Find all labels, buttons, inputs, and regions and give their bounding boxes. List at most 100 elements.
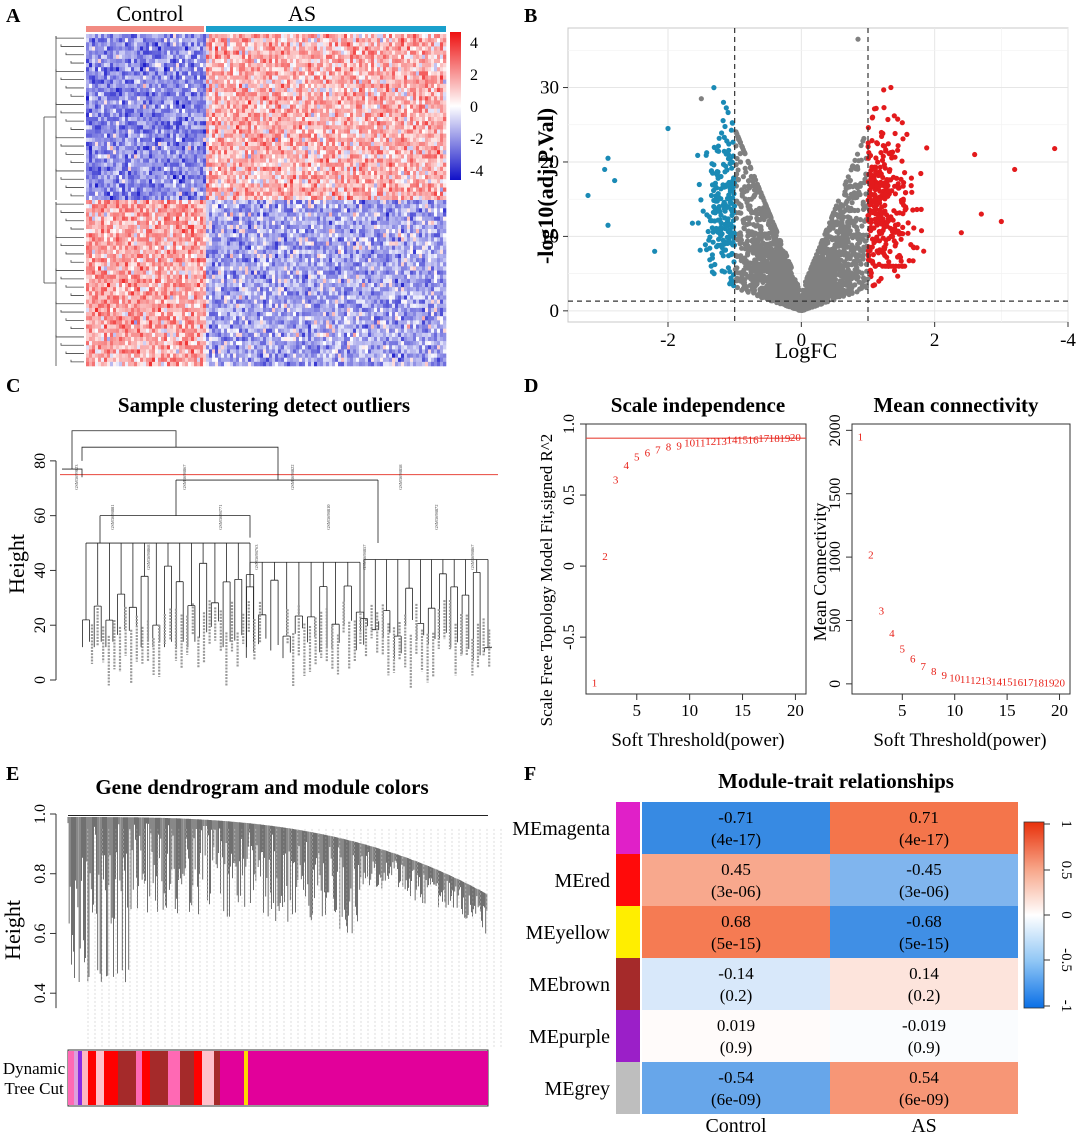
heatmap-cell xyxy=(386,100,390,105)
heatmap-cell xyxy=(149,141,153,147)
heatmap-cell xyxy=(287,183,291,188)
heatmap-cell xyxy=(113,34,117,39)
heatmap-cell xyxy=(191,187,195,192)
heatmap-cell xyxy=(281,121,285,126)
heatmap-cell xyxy=(104,71,108,76)
heatmap-cell xyxy=(221,34,225,39)
heatmap-cell xyxy=(281,191,285,197)
heatmap-cell xyxy=(134,125,138,130)
heatmap-cell xyxy=(203,75,207,80)
heatmap-cell xyxy=(236,46,240,51)
heatmap-cell xyxy=(323,158,327,163)
heatmap-cell xyxy=(329,63,333,68)
heatmap-cell xyxy=(140,154,144,159)
heatmap-cell xyxy=(164,179,168,184)
heatmap-cell xyxy=(113,175,117,180)
heatmap-cell xyxy=(443,141,447,147)
heatmap-cell xyxy=(392,42,396,47)
heatmap-cell xyxy=(227,154,231,159)
heatmap-cell xyxy=(419,166,423,172)
heatmap-cell xyxy=(224,38,228,43)
heatmap-cell xyxy=(296,100,300,105)
heatmap-cell xyxy=(320,104,324,109)
heatmap-cell xyxy=(362,104,366,109)
heatmap-cell xyxy=(281,96,285,101)
heatmap-cell xyxy=(269,121,273,126)
heatmap-cell xyxy=(140,125,144,130)
heatmap-cell xyxy=(89,100,93,105)
heatmap-cell xyxy=(230,79,234,85)
heatmap-cell xyxy=(248,137,252,143)
heatmap-cell xyxy=(218,58,222,64)
heatmap-cell xyxy=(146,50,150,56)
heatmap-cell xyxy=(257,50,261,56)
heatmap-cell xyxy=(161,150,165,155)
heatmap-cell xyxy=(428,191,432,197)
heatmap-cell xyxy=(425,121,429,126)
heatmap-cell xyxy=(254,183,258,188)
heatmap-cell xyxy=(233,137,237,143)
heatmap-cell xyxy=(428,100,432,105)
heatmap-cell xyxy=(122,50,126,56)
heatmap-cell xyxy=(314,179,318,184)
heatmap-cell xyxy=(350,42,354,47)
heatmap-cell xyxy=(386,83,390,89)
heatmap-cell xyxy=(152,38,156,43)
heatmap-cell xyxy=(422,50,426,56)
heatmap-cell xyxy=(329,141,333,147)
heatmap-cell xyxy=(152,92,156,97)
heatmap-cell xyxy=(395,75,399,80)
heatmap-cell xyxy=(155,67,159,72)
heatmap-cell xyxy=(359,183,363,188)
heatmap-cell xyxy=(110,58,114,64)
heatmap-cell xyxy=(299,50,303,56)
heatmap-cell xyxy=(230,54,234,60)
heatmap-cell xyxy=(329,179,333,184)
heatmap-cell xyxy=(413,87,417,93)
heatmap-cell xyxy=(365,34,369,39)
heatmap-cell xyxy=(209,125,213,130)
heatmap-cell xyxy=(152,112,156,118)
heatmap-cell xyxy=(281,187,285,192)
heatmap-cell xyxy=(329,92,333,97)
heatmap-cell xyxy=(200,200,204,205)
heatmap-cell xyxy=(194,67,198,72)
heatmap-cell xyxy=(422,179,426,184)
heatmap-cell xyxy=(173,137,177,143)
heatmap-cell xyxy=(191,54,195,60)
heatmap-cell xyxy=(212,42,216,47)
heatmap-cell xyxy=(359,75,363,80)
heatmap-cell xyxy=(416,162,420,168)
heatmap-cell xyxy=(98,117,102,122)
heatmap-cell xyxy=(335,191,339,197)
heatmap-cell xyxy=(158,195,162,201)
heatmap-cell xyxy=(329,129,333,134)
heatmap-cell xyxy=(227,137,231,143)
heatmap-cell xyxy=(419,137,423,143)
heatmap-cell xyxy=(407,100,411,105)
heatmap-cell xyxy=(278,108,282,114)
heatmap-cell xyxy=(122,141,126,147)
heatmap-cell xyxy=(263,42,267,47)
heatmap-cell xyxy=(140,83,144,89)
heatmap-cell xyxy=(173,34,177,39)
heatmap-cell xyxy=(173,92,177,97)
heatmap-cell xyxy=(308,75,312,80)
heatmap-cell xyxy=(155,175,159,180)
heatmap-cell xyxy=(323,112,327,118)
heatmap-cell xyxy=(431,79,435,85)
heatmap-cell xyxy=(158,137,162,143)
heatmap-cell xyxy=(389,129,393,134)
heatmap-cell xyxy=(233,112,237,118)
heatmap-cell xyxy=(200,121,204,126)
heatmap-cell xyxy=(167,191,171,197)
heatmap-cell xyxy=(200,34,204,39)
heatmap-cell xyxy=(440,83,444,89)
heatmap-cell xyxy=(140,46,144,51)
heatmap-cell xyxy=(143,187,147,192)
heatmap-cell xyxy=(89,50,93,56)
heatmap-cell xyxy=(374,67,378,72)
heatmap-cell xyxy=(308,54,312,60)
heatmap-cell xyxy=(416,195,420,201)
heatmap-cell xyxy=(260,121,264,126)
